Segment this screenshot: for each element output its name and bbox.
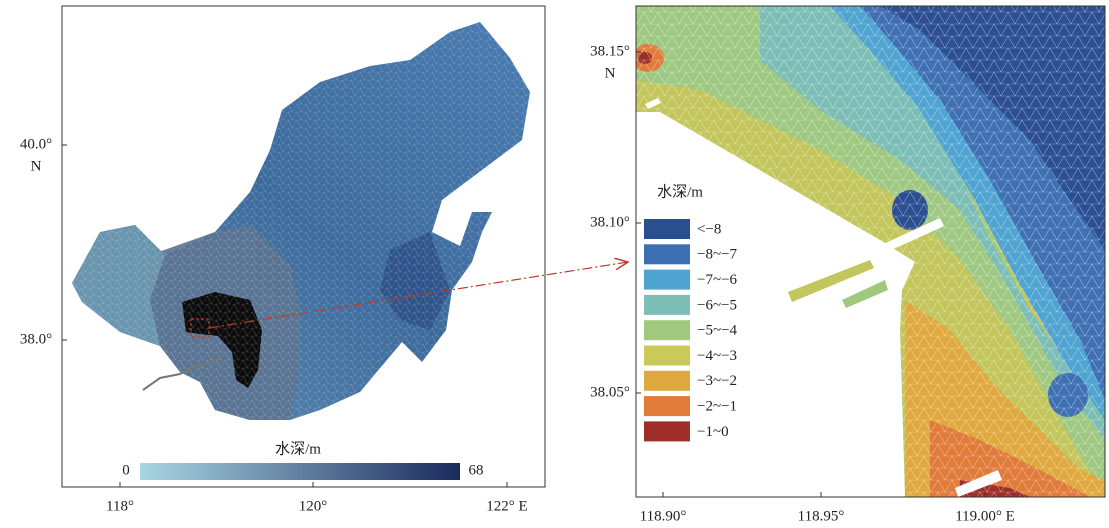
y-tick-label: N bbox=[605, 65, 616, 81]
legend-swatch bbox=[644, 219, 690, 239]
legend-swatch bbox=[644, 396, 690, 416]
legend-swatch bbox=[644, 346, 690, 366]
legend-swatch bbox=[644, 270, 690, 290]
legend-label: −5~−4 bbox=[697, 323, 738, 339]
legend-label: <−8 bbox=[697, 221, 721, 237]
x-tick-label: 118° bbox=[106, 498, 134, 514]
right-map: 水深/m <−8 −8~−7 −7~−6 −6~−5 −5~−4 −4~−3 −3~−2 −2… bbox=[590, 6, 1105, 524]
legend-swatch bbox=[644, 421, 690, 441]
x-tick-label: 118.95° bbox=[798, 508, 845, 524]
legend-swatch bbox=[644, 295, 690, 315]
colorbar-min: 0 bbox=[122, 462, 130, 478]
y-tick-label: 38.15° bbox=[590, 43, 630, 59]
left-map: 水深/m 0 68 118° 120° 122° E 40.0° N 38.0° bbox=[20, 6, 628, 514]
legend-label: −3~−2 bbox=[697, 373, 737, 389]
figure: 水深/m 0 68 118° 120° 122° E 40.0° N 38.0° bbox=[0, 0, 1109, 528]
y-tick-label: 38.05° bbox=[590, 384, 630, 400]
y-tick-label: 40.0° bbox=[20, 136, 52, 152]
y-tick-label: 38.0° bbox=[20, 331, 52, 347]
legend-swatch bbox=[644, 320, 690, 340]
legend-swatch bbox=[644, 244, 690, 264]
x-tick-label: 119.00° E bbox=[955, 508, 1015, 524]
legend-label: −2~−1 bbox=[697, 399, 737, 415]
colorbar bbox=[140, 463, 460, 480]
x-tick-label: 122° E bbox=[486, 498, 527, 514]
sea-texture bbox=[72, 22, 530, 420]
colorbar-title: 水深/m bbox=[275, 440, 321, 457]
legend-label: −6~−5 bbox=[697, 297, 737, 313]
colorbar-max: 68 bbox=[469, 462, 484, 478]
legend-swatch bbox=[644, 371, 690, 391]
legend-title: 水深/m bbox=[657, 183, 703, 200]
x-tick-label: 120° bbox=[299, 498, 328, 514]
y-tick-label: 38.10° bbox=[590, 214, 630, 230]
y-tick-label: N bbox=[31, 158, 42, 174]
legend-label: −1~0 bbox=[697, 424, 729, 440]
legend-label: −8~−7 bbox=[697, 247, 738, 263]
x-tick-label: 118.90° bbox=[640, 508, 687, 524]
legend-label: −4~−3 bbox=[697, 348, 737, 364]
legend-label: −7~−6 bbox=[697, 272, 738, 288]
